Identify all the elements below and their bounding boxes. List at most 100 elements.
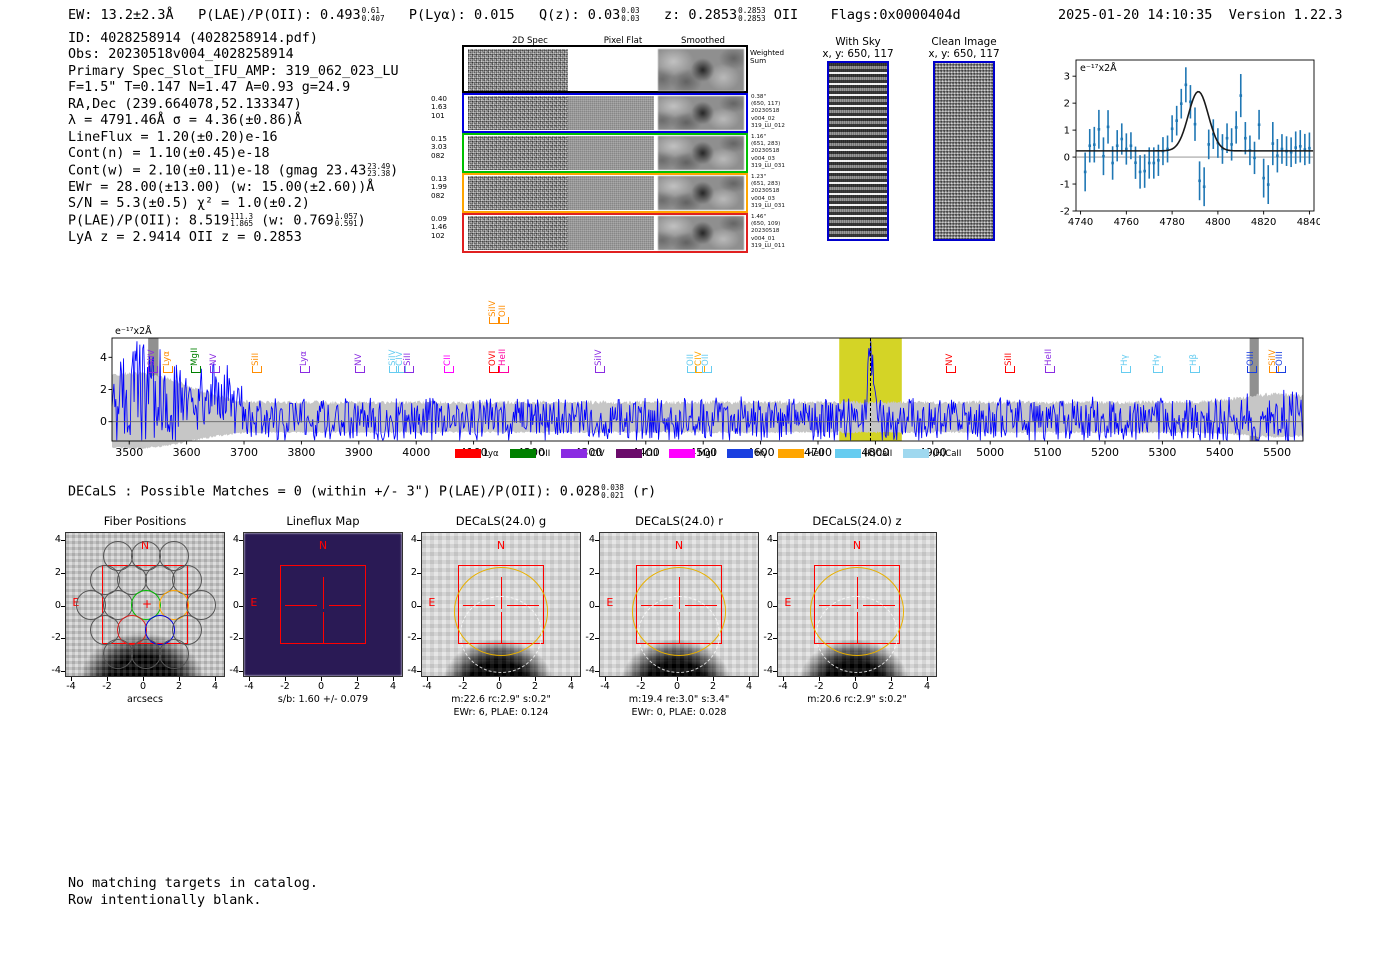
- decals-x-tickmark: [927, 677, 928, 681]
- decals-y-tickmark: [61, 572, 65, 574]
- fiber-circle[interactable]: [172, 565, 203, 596]
- legend-label: CIV: [590, 448, 605, 459]
- svg-text:5100: 5100: [1034, 446, 1062, 459]
- svg-text:4000: 4000: [402, 446, 430, 459]
- legend-entry: Hγ: [726, 443, 778, 462]
- cutout-title-with-sky: With Sky: [835, 36, 881, 48]
- col-title-2dspec: 2D Spec: [512, 36, 548, 46]
- plae-weighted-errors: 1.057 0.591: [334, 211, 358, 229]
- svg-text:4800: 4800: [1205, 217, 1230, 228]
- decals-caption-primary: arcsecs: [126, 694, 164, 705]
- header-summary-line: EW: 13.2±2.3Å P(LAE)/P(OII): 0.493 0.61 0.…: [68, 7, 961, 23]
- emission-line-label: SiIV: [487, 300, 498, 317]
- ew-label: EW:: [68, 7, 93, 23]
- decals-y-tickmark: [773, 572, 777, 574]
- legend-color-chip: [615, 449, 642, 458]
- decals-y-tickmark: [595, 638, 599, 640]
- svg-text:e⁻¹⁷x2Å: e⁻¹⁷x2Å: [115, 325, 152, 337]
- qz-value: 0.03: [587, 7, 621, 23]
- plya-value: 0.015: [473, 7, 515, 23]
- spec2d-row-value: 3.03: [431, 142, 448, 152]
- svg-text:5500: 5500: [1263, 446, 1291, 459]
- decals-x-tickmark: [783, 677, 784, 681]
- weighted-sum-label: Weighted Sum: [750, 48, 785, 66]
- svg-text:3800: 3800: [287, 446, 315, 459]
- fiber-circle[interactable]: [158, 540, 189, 571]
- spec2d-row-values: 0.09 1.46 102: [431, 214, 447, 240]
- fiber-circle[interactable]: [186, 590, 217, 620]
- decals-y-tick: -2: [51, 632, 61, 644]
- fiber-pixelflat-image: [568, 176, 654, 210]
- decals-x-tickmark: [357, 677, 358, 681]
- spec2d-row-metadata: 0.38" (650, 117) 20230518 v004_02 319_LU_012: [751, 94, 785, 130]
- decals-x-tick: 0: [139, 681, 147, 692]
- spec2d-row-metadata-line: 20230518: [751, 188, 780, 195]
- emission-line-label: SiII: [1004, 352, 1015, 366]
- decals-x-tick: 4: [745, 681, 753, 692]
- compass-north-label: N: [674, 538, 684, 552]
- emission-line-bracket: [946, 366, 956, 373]
- spec2d-row-metadata-line: 319_LU_012: [751, 122, 785, 129]
- decals-x-tickmark: [321, 677, 322, 681]
- fiber-circle[interactable]: [158, 639, 189, 670]
- decals-x-tickmark: [249, 677, 250, 681]
- decals-x-tick: 4: [923, 681, 931, 692]
- spec2d-fiber-row: [462, 93, 748, 133]
- spec2d-row-metadata-line: (651, 283): [751, 141, 781, 148]
- decals-x-tick: -2: [280, 681, 290, 692]
- footer-note: No matching targets in catalog. Row inte…: [68, 876, 318, 909]
- spec2d-row-metadata-line: 319_LU_031: [751, 162, 785, 169]
- decals-y-tick: 4: [232, 534, 239, 545]
- weighted-sum-row: [462, 45, 748, 93]
- spec2d-row-metadata-line: (650, 109): [751, 221, 781, 228]
- fiber-circle[interactable]: [172, 614, 203, 645]
- spec2d-row-metadata-line: (650, 117): [751, 101, 781, 108]
- decals-x-tick: 2: [531, 681, 539, 692]
- spec2d-row-value: 0.15: [431, 134, 448, 143]
- decals-x-tickmark: [749, 677, 750, 681]
- emission-line-label: SiIV: [593, 349, 604, 366]
- decals-x-tick: 0: [495, 681, 503, 692]
- legend-label: MgII: [698, 448, 716, 459]
- spec2d-row-metadata: 1.16" (651, 283) 20230518 v004_03 319_LU_031: [751, 134, 785, 170]
- legend-color-chip: [669, 449, 696, 458]
- decals-y-tick: 4: [54, 534, 61, 545]
- emission-line-bracket: [148, 366, 159, 373]
- decals-y-tickmark: [595, 605, 599, 607]
- svg-text:5300: 5300: [1148, 446, 1176, 459]
- decals-y-tick: -2: [229, 632, 239, 644]
- emission-line-label: Hγ: [1151, 354, 1162, 366]
- decals-y-tickmark: [773, 638, 777, 640]
- emission-line-bracket: [694, 366, 705, 373]
- decals-x-tick: 0: [317, 681, 325, 692]
- emission-line-bracket: [389, 366, 400, 373]
- info-line-plae: P(LAE)/P(OII): 8.519 111.3 1.865 (w: 0.769…: [68, 211, 399, 230]
- fiber-circle[interactable]: [131, 639, 161, 670]
- legend-color-chip: [778, 449, 805, 458]
- legend-label: (H)CaII: [932, 448, 962, 459]
- emission-line-bracket: [444, 366, 455, 373]
- emission-line-bracket: [403, 366, 414, 373]
- info-line-cont-w: Cont(w) = 2.10(±0.11)e-18 (gmag 23.43 23.…: [68, 163, 399, 180]
- svg-text:3500: 3500: [115, 446, 143, 459]
- cont-w-close: ): [390, 163, 399, 179]
- svg-text:-1: -1: [1060, 180, 1070, 191]
- decals-x-tickmark: [891, 677, 892, 681]
- fiber-2dspec-image: [468, 136, 568, 170]
- decals-y-tickmark: [773, 671, 777, 672]
- emission-line-label: SiIV: [147, 349, 158, 366]
- decals-caption-secondary: EWr: 0, PLAE: 0.028: [631, 707, 727, 718]
- cutout-title-clean-image: Clean Image: [931, 36, 997, 48]
- crosshair-horizontal-right: [329, 604, 361, 606]
- decals-x-tickmark: [285, 677, 286, 681]
- decals-y-tickmark: [595, 671, 599, 672]
- plae-text: P(LAE)/P(OII): 8.519: [68, 213, 230, 229]
- decals-y-tick: -4: [229, 665, 239, 676]
- legend-entry: MgII: [669, 443, 727, 462]
- decals-panel-title: DECaLS(24.0) g: [455, 514, 547, 528]
- emission-line-bracket: [163, 366, 174, 373]
- emission-line-label: Lyα: [162, 350, 173, 366]
- plae-value: 0.493: [320, 7, 361, 23]
